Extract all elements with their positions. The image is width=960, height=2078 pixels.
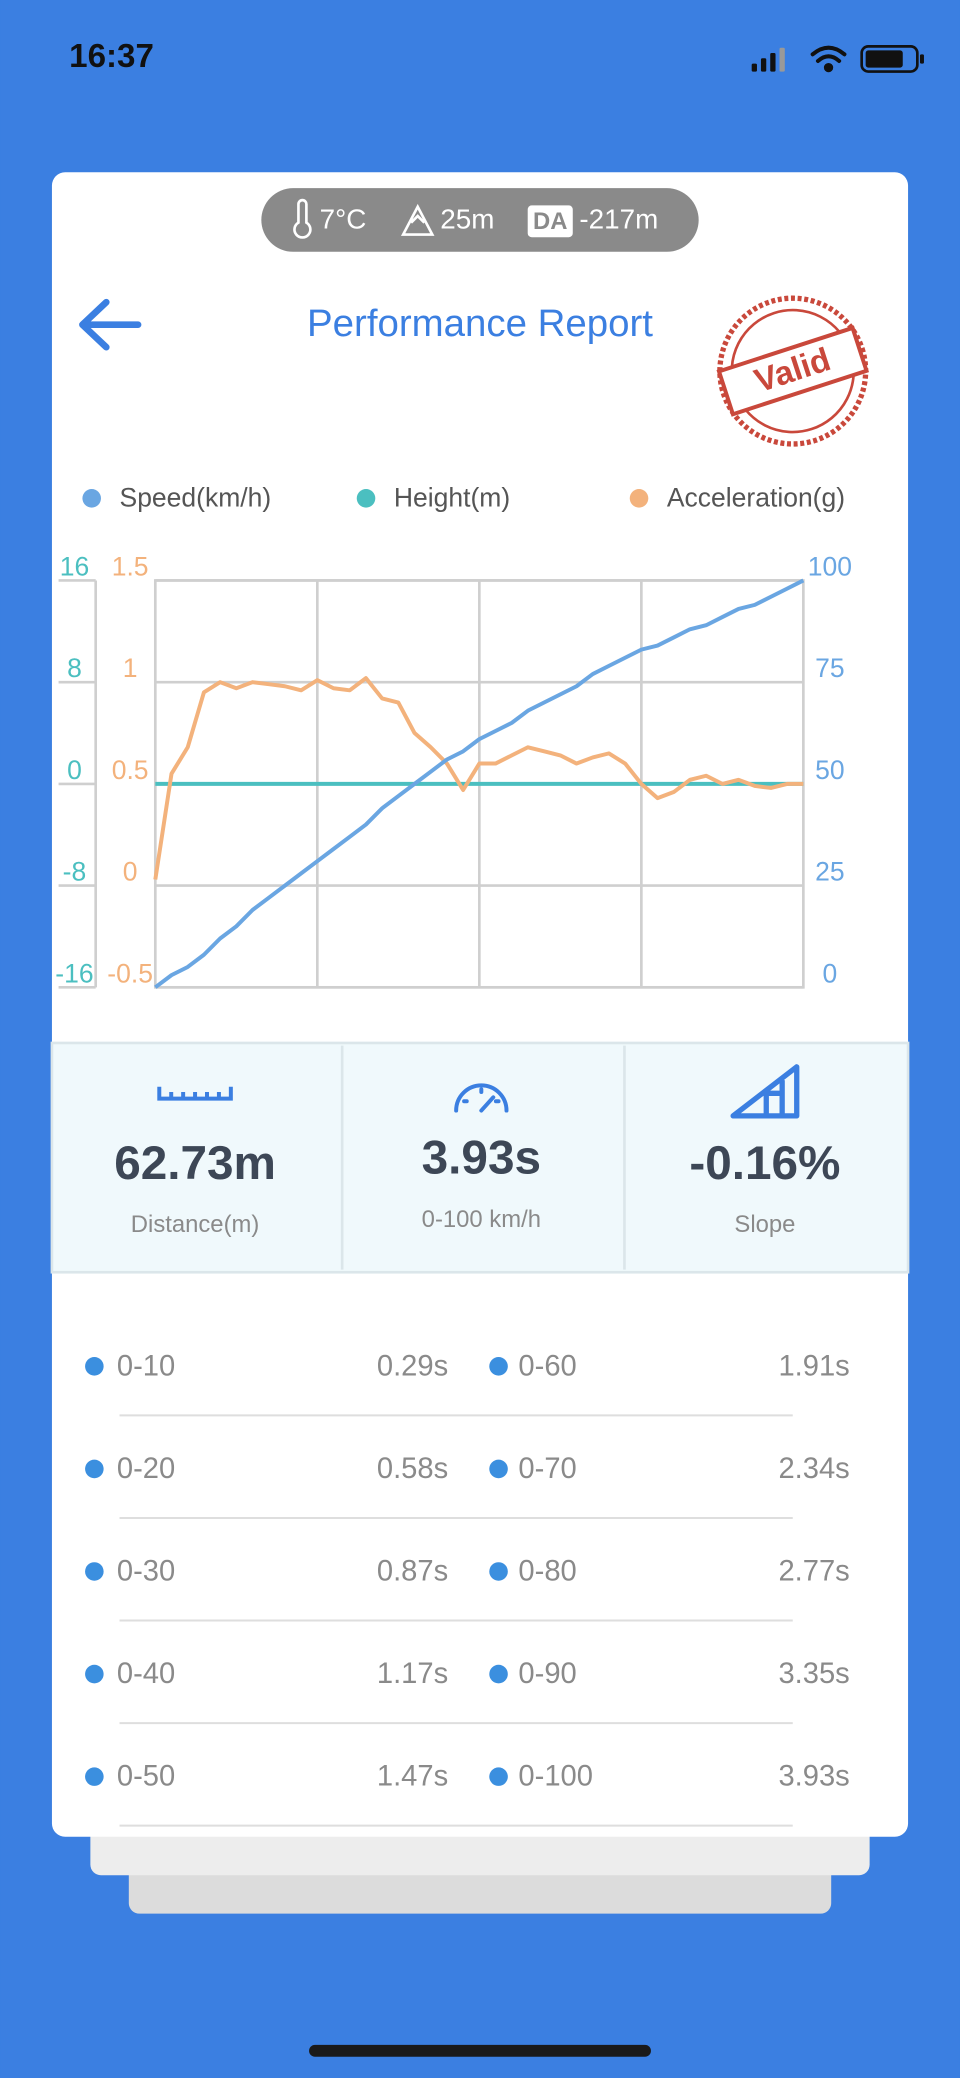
split-label: 0-100 — [518, 1761, 593, 1793]
da-label: DA — [533, 208, 567, 235]
split-dot — [85, 1664, 104, 1684]
axis-tick-label: 0 — [822, 958, 837, 988]
split-dot — [85, 1459, 104, 1479]
split-label: 0-50 — [117, 1761, 175, 1793]
split-time: 3.93s — [778, 1761, 849, 1793]
gauge-icon — [454, 1083, 509, 1113]
split-time: 2.34s — [778, 1453, 849, 1485]
split-time: 1.47s — [377, 1761, 448, 1793]
axis-tick-label: 1.5 — [112, 552, 149, 582]
stats-panel — [50, 1041, 910, 1274]
axis-tick-label: -16 — [55, 958, 93, 988]
battery-icon — [860, 45, 924, 73]
stat-value: 62.73m — [114, 1137, 276, 1190]
density-altitude: -217m — [579, 204, 658, 235]
split-time: 3.35s — [778, 1658, 849, 1690]
legend-label: Speed(km/h) — [120, 483, 272, 513]
split-time: 0.58s — [377, 1453, 448, 1485]
split-time: 1.17s — [377, 1658, 448, 1690]
page-title: Performance Report — [307, 302, 653, 345]
split-dot — [489, 1664, 508, 1684]
split-time: 2.77s — [778, 1556, 849, 1588]
split-label: 0-20 — [117, 1453, 175, 1485]
split-label: 0-90 — [518, 1658, 576, 1690]
slope-icon — [730, 1064, 800, 1119]
stat-label: Distance(m) — [131, 1211, 260, 1238]
mountain-icon — [400, 203, 435, 236]
legend-marker — [356, 489, 376, 508]
split-dot — [85, 1562, 104, 1581]
axis-tick-label: 100 — [808, 552, 852, 582]
axis-tick-label: 1 — [123, 653, 138, 683]
status-time: 16:37 — [69, 38, 154, 75]
temperature: 7°C — [320, 204, 367, 235]
split-dot — [85, 1357, 104, 1376]
legend-marker — [629, 489, 649, 508]
split-dot — [489, 1562, 508, 1581]
axis-tick-label: 8 — [67, 653, 82, 683]
ruler-icon — [157, 1086, 233, 1101]
split-time: 1.91s — [778, 1350, 849, 1382]
altitude: 25m — [440, 204, 494, 235]
stat-value: 3.93s — [422, 1132, 541, 1185]
back-button[interactable] — [79, 298, 142, 351]
axis-tick-label: 16 — [60, 552, 89, 582]
split-label: 0-40 — [117, 1658, 175, 1690]
axis-tick-label: 50 — [815, 755, 844, 785]
split-label: 0-30 — [117, 1556, 175, 1588]
legend-marker — [82, 489, 101, 508]
axis-tick-label: 0 — [123, 857, 138, 887]
legend-label: Height(m) — [394, 483, 510, 513]
split-dot — [85, 1767, 104, 1786]
thermometer-icon — [293, 198, 312, 239]
split-time: 0.87s — [377, 1556, 448, 1588]
axis-tick-label: 0.5 — [112, 755, 149, 785]
wifi-icon — [810, 45, 847, 73]
split-dot — [489, 1357, 508, 1376]
split-dot — [489, 1767, 508, 1786]
split-label: 0-70 — [518, 1453, 576, 1485]
axis-tick-label: 25 — [815, 857, 844, 887]
axis-tick-label: -8 — [63, 857, 87, 887]
report-card — [51, 172, 909, 1837]
legend-label: Acceleration(g) — [667, 483, 845, 513]
series-line — [153, 676, 804, 880]
split-label: 0-10 — [117, 1350, 175, 1382]
stat-label: Slope — [734, 1211, 795, 1238]
stat-value: -0.16% — [689, 1137, 840, 1190]
split-dot — [489, 1459, 508, 1479]
split-label: 0-60 — [518, 1350, 576, 1382]
home-indicator — [309, 2044, 651, 2057]
axis-tick-label: 75 — [815, 653, 844, 683]
split-label: 0-80 — [518, 1556, 576, 1588]
signal-icon — [751, 47, 785, 72]
stat-label: 0-100 km/h — [422, 1206, 541, 1233]
series-line — [154, 578, 805, 989]
axis-tick-label: 0 — [67, 755, 82, 785]
conditions-pill — [261, 188, 699, 252]
split-time: 0.29s — [377, 1350, 448, 1382]
axis-tick-label: -0.5 — [107, 958, 153, 988]
da-badge — [527, 205, 573, 238]
